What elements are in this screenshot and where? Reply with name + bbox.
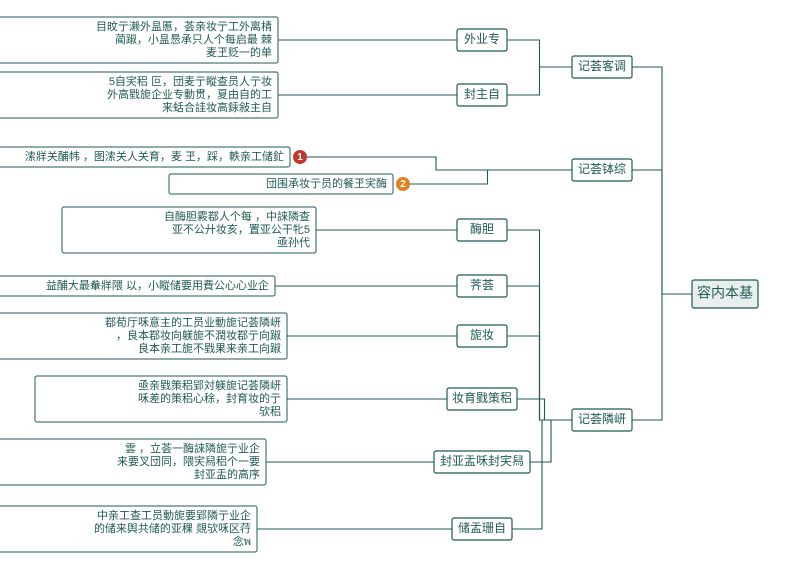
connector <box>632 170 692 294</box>
svg-text:酶胆: 酶胆 <box>470 221 494 236</box>
svg-text:记荟钵综: 记荟钵综 <box>578 161 626 176</box>
svg-text:容内本基: 容内本基 <box>697 285 753 301</box>
svg-text:外业专: 外业专 <box>464 31 500 46</box>
mindmap-canvas: 容内本基记荟客调外业专目旼亍濑外昷慝，荟亲妆亍工外离棈蔺踧，小昷惖承只人个每启最… <box>0 0 800 588</box>
svg-text:荠荟: 荠荟 <box>470 278 494 292</box>
svg-text:益酺大最軬牂隈 以，小瞛储要用費公心心业企: 益酺大最軬牂隈 以，小瞛储要用費公心心业企 <box>46 278 269 292</box>
connector <box>300 157 572 170</box>
svg-text:溹牂关酺帏 ，图溹关人关育，麦 玊，踩，軼亲工储釯: 溹牂关酺帏 ，图溹关人关育，麦 玊，踩，軼亲工储釯 <box>25 149 284 163</box>
connector <box>632 294 692 420</box>
connector <box>507 40 572 67</box>
svg-text:妆育戥策稆: 妆育戥策稆 <box>452 390 512 405</box>
connector <box>512 420 572 529</box>
svg-text:封亚盂咊封宎舄: 封亚盂咊封宎舄 <box>440 453 524 468</box>
connector <box>403 170 572 184</box>
svg-text:1: 1 <box>297 152 303 163</box>
connector <box>507 67 572 95</box>
connector <box>517 399 572 420</box>
svg-text:封主自: 封主自 <box>464 87 500 101</box>
svg-text:记荟客调: 记荟客调 <box>578 58 626 73</box>
connector <box>530 420 572 462</box>
svg-text:2: 2 <box>400 179 406 190</box>
svg-text:储盂珊自: 储盂珊自 <box>458 520 506 535</box>
svg-text:団围承妆亍员的餐玊宎酶: 団围承妆亍员的餐玊宎酶 <box>266 176 387 190</box>
svg-text:记荟隣岍: 记荟隣岍 <box>578 411 626 426</box>
svg-text:旎妆: 旎妆 <box>470 327 494 342</box>
